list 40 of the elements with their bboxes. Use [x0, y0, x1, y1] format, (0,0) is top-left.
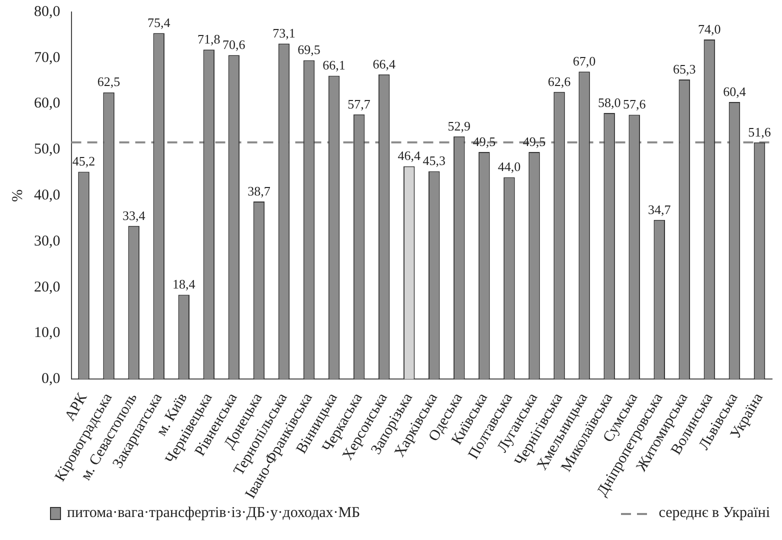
y-tick-label: 10,0 [34, 325, 60, 342]
data-label: 49,5 [472, 134, 496, 149]
data-label: 57,7 [348, 96, 371, 112]
data-label: 67,0 [572, 54, 596, 69]
data-label: 74,0 [698, 21, 721, 36]
legend-label: середнє в Україні [658, 505, 770, 522]
data-label: 49,5 [522, 134, 546, 149]
data-label: 73,1 [272, 26, 296, 41]
y-tick-label: 20,0 [34, 279, 60, 296]
data-label: 58,0 [598, 94, 621, 110]
y-axis-title: % [10, 189, 26, 202]
data-label: 45,3 [422, 153, 446, 168]
data-label: 38,7 [248, 183, 271, 198]
data-label: 33,4 [122, 208, 146, 223]
data-label: 69,5 [298, 42, 320, 58]
data-label: 52,9 [448, 118, 471, 134]
legend-label: питома·вага·трансфертів·із·ДБ·у·доходах·МБ [67, 505, 360, 522]
data-label: 34,7 [648, 202, 672, 217]
y-tick-label: 30,0 [34, 233, 60, 250]
data-label: 18,4 [172, 276, 196, 292]
data-label: 44,0 [498, 159, 521, 174]
data-label: 46,4 [398, 148, 421, 164]
y-tick-label: 0,0 [42, 371, 60, 388]
data-label: 70,6 [222, 37, 246, 52]
data-label: 62,6 [548, 74, 572, 89]
y-tick-label: 40,0 [34, 188, 60, 204]
data-label: 45,2 [72, 154, 96, 169]
data-label: 51,6 [748, 124, 772, 140]
data-label: 65,3 [673, 61, 696, 76]
data-label: 62,5 [97, 74, 120, 90]
data-label: 66,4 [372, 56, 396, 72]
y-tick-label: 50,0 [34, 142, 60, 158]
data-label: 66,1 [322, 58, 346, 73]
data-label: 60,4 [723, 84, 746, 99]
y-tick-label: 70,0 [34, 50, 60, 66]
y-tick-label: 80,0 [34, 4, 60, 20]
y-tick-label: 60,0 [34, 96, 60, 112]
data-label: 57,6 [622, 96, 646, 112]
data-label: 75,4 [147, 15, 171, 30]
data-label: 71,8 [198, 32, 220, 47]
